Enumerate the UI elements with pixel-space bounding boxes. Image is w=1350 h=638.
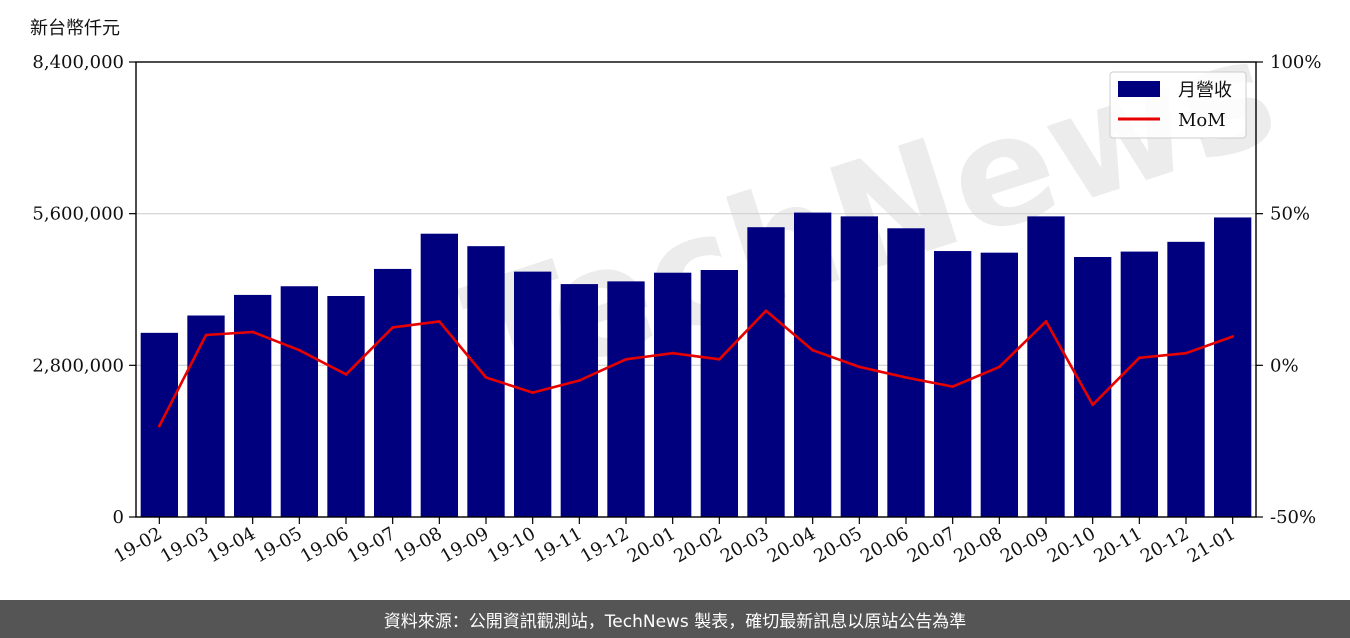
left-tick-label: 0 bbox=[113, 507, 124, 528]
x-axis: 19-0219-0319-0419-0519-0619-0719-0819-09… bbox=[110, 517, 1239, 567]
mom-point-19-12 bbox=[624, 357, 628, 361]
x-tick-label: 19-08 bbox=[390, 523, 445, 567]
right-tick-label: 100% bbox=[1270, 52, 1321, 73]
left-tick-label: 2,800,000 bbox=[32, 355, 124, 376]
footer-source: 資料來源：公開資訊觀測站，TechNews 製表，確切最新訊息以原站公告為準 bbox=[0, 600, 1350, 638]
bar-20-12 bbox=[1167, 241, 1205, 518]
bar-19-04 bbox=[234, 294, 272, 517]
legend-label-revenue: 月營收 bbox=[1178, 80, 1232, 101]
x-tick-label: 19-07 bbox=[344, 523, 399, 567]
bar-20-02 bbox=[700, 270, 738, 517]
bar-19-05 bbox=[280, 286, 318, 517]
mom-point-20-10 bbox=[1091, 403, 1095, 407]
mom-point-19-07 bbox=[391, 326, 395, 329]
mom-polyline bbox=[158, 309, 1234, 427]
mom-point-20-04 bbox=[811, 348, 815, 352]
mom-point-19-05 bbox=[297, 348, 301, 352]
x-tick-label: 19-03 bbox=[157, 523, 212, 567]
x-tick-label: 20-06 bbox=[857, 523, 912, 567]
x-tick-label: 20-04 bbox=[764, 523, 819, 567]
x-tick-label: 19-02 bbox=[110, 523, 165, 567]
bar-20-03 bbox=[747, 227, 785, 518]
bar-21-01 bbox=[1214, 217, 1252, 518]
mom-point-20-03 bbox=[764, 309, 768, 313]
x-tick-label: 20-01 bbox=[624, 523, 679, 567]
bar-20-11 bbox=[1120, 251, 1158, 518]
right-axis: -50% 0% 50% 100% bbox=[1256, 52, 1321, 528]
legend-bar-swatch bbox=[1118, 81, 1160, 97]
mom-point-19-02 bbox=[157, 424, 161, 428]
x-tick-label: 20-07 bbox=[904, 523, 959, 567]
mom-point-19-06 bbox=[344, 373, 348, 376]
mom-point-20-09 bbox=[1044, 319, 1048, 323]
x-tick-label: 19-10 bbox=[484, 523, 539, 567]
plot-frame bbox=[135, 61, 1257, 518]
mom-point-20-05 bbox=[857, 365, 861, 369]
mom-point-20-01 bbox=[671, 351, 675, 355]
bar-19-11 bbox=[560, 284, 598, 517]
x-tick-label: 20-11 bbox=[1090, 523, 1145, 567]
mom-point-19-04 bbox=[251, 330, 255, 334]
mom-point-19-08 bbox=[437, 319, 441, 323]
bar-20-09 bbox=[1027, 216, 1065, 517]
x-tick-label: 20-10 bbox=[1044, 523, 1099, 567]
mom-line bbox=[157, 309, 1235, 428]
left-tick-label: 8,400,000 bbox=[32, 52, 124, 73]
mom-point-19-10 bbox=[531, 391, 535, 395]
x-tick-label: 20-09 bbox=[997, 523, 1052, 567]
bar-19-12 bbox=[607, 281, 645, 517]
right-tick-label: -50% bbox=[1270, 507, 1316, 528]
mom-point-20-08 bbox=[997, 365, 1001, 369]
bar-19-07 bbox=[374, 268, 412, 517]
bar-19-10 bbox=[514, 271, 552, 517]
bar-19-08 bbox=[420, 233, 458, 518]
left-tick-label: 5,600,000 bbox=[32, 204, 124, 225]
mom-point-19-09 bbox=[484, 376, 488, 379]
x-tick-label: 20-02 bbox=[670, 523, 725, 567]
mom-point-19-11 bbox=[577, 379, 581, 382]
x-tick-label: 19-04 bbox=[204, 523, 259, 567]
mom-point-19-03 bbox=[204, 333, 208, 337]
x-tick-label: 19-05 bbox=[250, 523, 305, 567]
x-tick-label: 19-12 bbox=[577, 523, 632, 567]
mom-point-20-11 bbox=[1137, 356, 1141, 360]
legend: 月營收 MoM bbox=[1109, 71, 1247, 139]
mom-point-20-02 bbox=[717, 357, 721, 361]
bar-20-06 bbox=[887, 228, 925, 517]
x-tick-label: 20-05 bbox=[810, 523, 865, 567]
mom-point-20-12 bbox=[1184, 351, 1188, 355]
x-tick-label: 19-06 bbox=[297, 523, 352, 567]
bar-20-08 bbox=[980, 252, 1018, 517]
x-tick-label: 19-09 bbox=[437, 523, 492, 567]
bar-20-01 bbox=[654, 272, 692, 517]
bar-20-10 bbox=[1074, 257, 1112, 517]
legend-label-mom: MoM bbox=[1178, 110, 1226, 131]
mom-point-20-07 bbox=[951, 385, 955, 388]
x-tick-label: 20-08 bbox=[950, 523, 1005, 567]
unit-label: 新台幣仟元 bbox=[30, 18, 120, 39]
right-tick-label: 0% bbox=[1270, 355, 1299, 376]
left-axis: 0 2,800,000 5,600,000 8,400,000 bbox=[32, 52, 136, 528]
bar-19-03 bbox=[187, 315, 225, 517]
bar-19-06 bbox=[327, 296, 365, 517]
mom-point-20-06 bbox=[904, 376, 908, 379]
mom-point-21-01 bbox=[1231, 335, 1235, 338]
x-tick-label: 19-11 bbox=[530, 523, 585, 567]
right-tick-label: 50% bbox=[1270, 204, 1310, 225]
x-tick-label: 20-12 bbox=[1137, 523, 1192, 567]
bar-20-04 bbox=[794, 212, 832, 518]
x-tick-label: 21-01 bbox=[1184, 523, 1239, 567]
x-tick-label: 20-03 bbox=[717, 523, 772, 567]
